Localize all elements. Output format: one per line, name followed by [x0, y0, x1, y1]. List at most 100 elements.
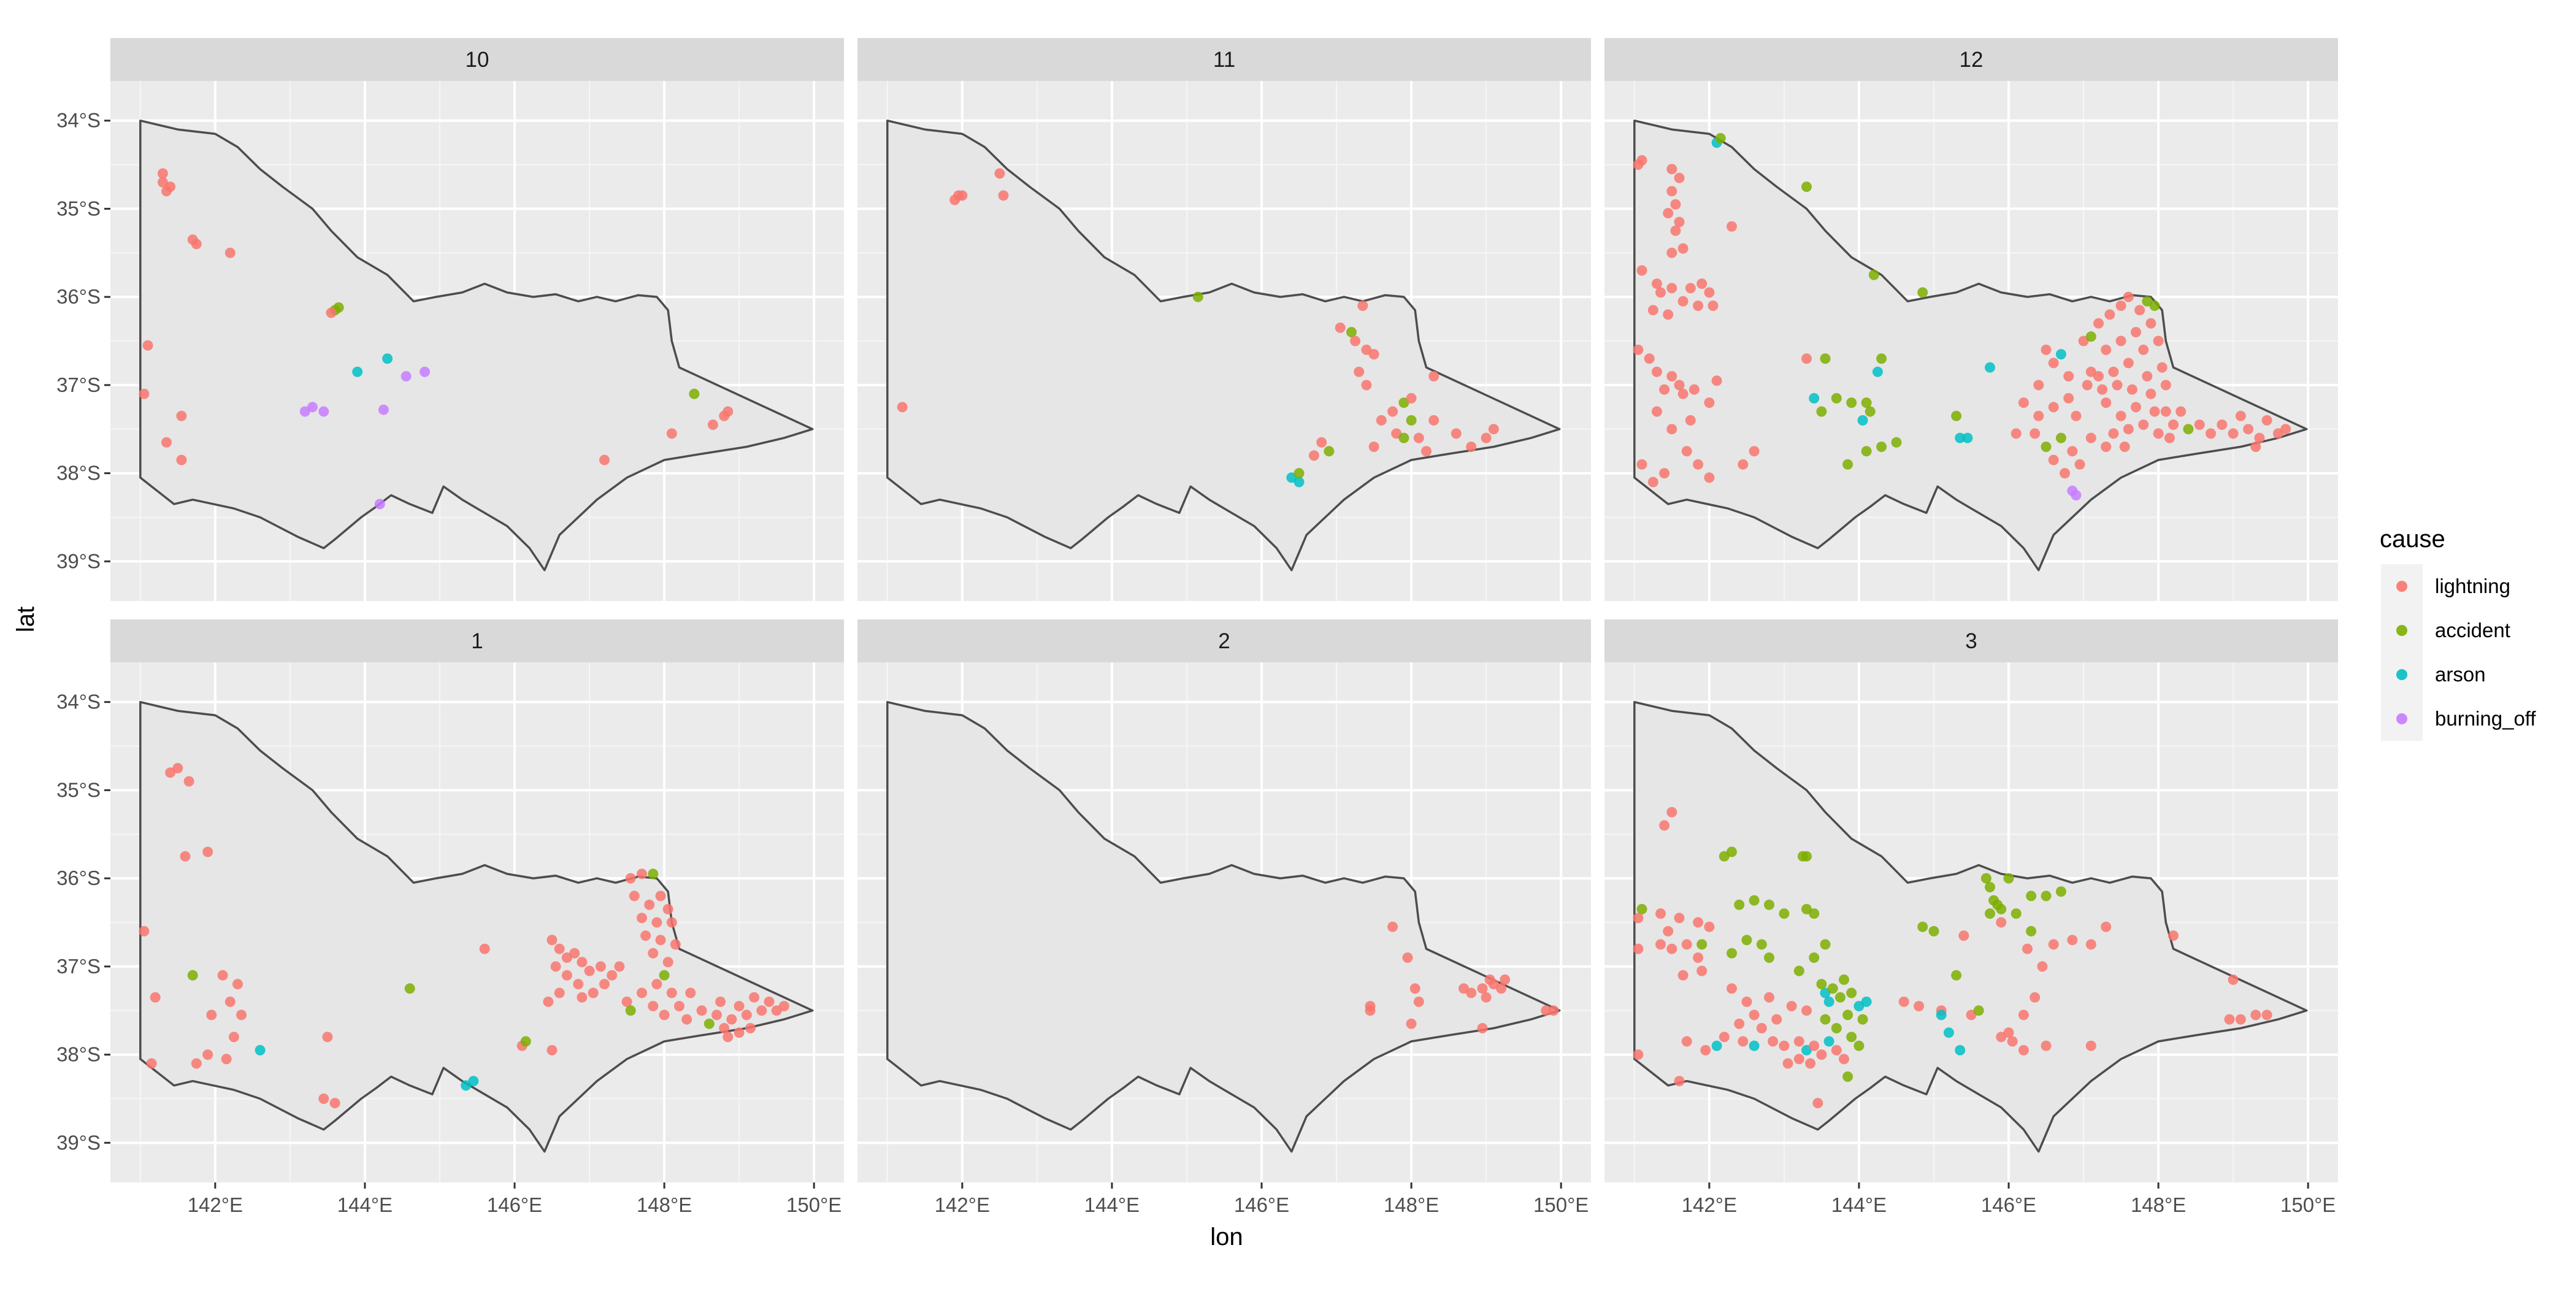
data-point-lightning — [172, 763, 183, 773]
data-point-accident — [1398, 432, 1409, 443]
data-point-lightning — [1666, 806, 1677, 818]
data-point-lightning — [1782, 1058, 1793, 1069]
data-point-lightning — [1674, 172, 1685, 183]
data-point-lightning — [1357, 301, 1368, 311]
legend-label: lightning — [2435, 575, 2510, 597]
data-point-lightning — [1741, 996, 1752, 1007]
data-point-lightning — [778, 1001, 789, 1011]
data-point-lightning — [1413, 996, 1424, 1007]
data-point-lightning — [2153, 335, 2164, 347]
data-point-lightning — [2063, 371, 2074, 381]
data-point-lightning — [1428, 371, 1439, 381]
facet-strip — [110, 38, 844, 81]
data-point-lightning — [2206, 428, 2216, 439]
data-point-accident — [1827, 983, 1838, 994]
data-point-lightning — [719, 1023, 730, 1033]
data-point-lightning — [1914, 1001, 1925, 1011]
data-point-lightning — [2131, 402, 2141, 413]
data-point-lightning — [651, 979, 662, 990]
data-point-accident — [2183, 424, 2194, 435]
data-point-lightning — [666, 428, 677, 439]
data-point-accident — [625, 1005, 636, 1016]
data-point-lightning — [2156, 362, 2168, 373]
data-point-lightning — [2007, 1036, 2018, 1047]
data-point-accident — [1842, 1009, 1853, 1021]
data-point-lightning — [651, 917, 662, 928]
data-point-accident — [1846, 397, 1857, 408]
data-point-lightning — [206, 1009, 217, 1021]
data-point-lightning — [1655, 287, 1666, 298]
y-tick-label: 35°S — [56, 197, 101, 220]
data-point-lightning — [2011, 428, 2022, 439]
data-point-accident — [1734, 899, 1745, 910]
x-tick-label: 148°E — [1384, 1193, 1439, 1216]
data-point-accident — [1985, 908, 1995, 919]
data-point-lightning — [681, 1014, 692, 1025]
data-point-arson — [468, 1076, 479, 1087]
data-point-lightning — [2115, 335, 2126, 347]
data-point-lightning — [1689, 384, 1700, 395]
data-point-lightning — [2115, 410, 2126, 421]
data-point-lightning — [1409, 983, 1420, 994]
data-point-accident — [659, 970, 670, 981]
data-point-lightning — [1368, 349, 1379, 360]
data-point-lightning — [2101, 921, 2112, 932]
data-point-lightning — [1693, 459, 1704, 470]
data-point-lightning — [2250, 1009, 2261, 1021]
data-point-lightning — [2160, 406, 2171, 417]
data-point-burning_off — [378, 404, 389, 415]
victoria-outline — [886, 119, 1561, 572]
data-point-arson — [1861, 996, 1872, 1007]
data-point-arson — [1711, 1040, 1722, 1051]
y-tick-label: 38°S — [56, 462, 101, 485]
x-axis-title: lon — [1210, 1224, 1243, 1251]
data-point-lightning — [322, 1032, 333, 1043]
y-tick-label: 37°S — [56, 374, 101, 396]
data-point-accident — [2149, 301, 2160, 311]
x-tick-label: 142°E — [935, 1193, 990, 1216]
x-tick-label: 144°E — [1831, 1193, 1887, 1216]
legend-swatch-accident — [2396, 625, 2407, 636]
data-point-arson — [1857, 415, 1868, 426]
data-point-lightning — [1316, 437, 1327, 448]
data-point-lightning — [569, 948, 580, 959]
data-point-accident — [2011, 908, 2022, 919]
data-point-lightning — [1670, 199, 1681, 210]
data-point-lightning — [595, 961, 606, 972]
data-point-lightning — [745, 1023, 756, 1033]
data-point-accident — [1820, 939, 1831, 950]
data-point-lightning — [176, 410, 187, 421]
data-point-accident — [1868, 269, 1879, 280]
data-point-lightning — [2018, 1044, 2029, 1055]
data-point-lightning — [2085, 366, 2096, 377]
data-point-lightning — [1666, 247, 1677, 258]
data-point-lightning — [1674, 216, 1685, 228]
data-point-lightning — [2018, 1009, 2029, 1021]
data-point-lightning — [1402, 952, 1413, 963]
data-point-lightning — [224, 247, 236, 258]
legend-label: accident — [2435, 619, 2510, 642]
data-point-lightning — [655, 935, 666, 946]
data-point-lightning — [1335, 322, 1346, 333]
data-point-burning_off — [318, 406, 329, 417]
data-point-accident — [1816, 406, 1827, 417]
data-point-lightning — [2067, 935, 2078, 946]
data-point-lightning — [662, 957, 673, 968]
data-point-accident — [1951, 970, 1962, 981]
data-point-accident — [1928, 925, 1939, 937]
data-point-lightning — [2228, 428, 2239, 439]
data-point-lightning — [2115, 301, 2126, 311]
data-point-arson — [1955, 432, 1966, 443]
y-tick-label: 34°S — [56, 691, 101, 713]
data-point-accident — [1846, 987, 1857, 998]
data-point-lightning — [2067, 446, 2078, 457]
y-tick-label: 34°S — [56, 109, 101, 132]
data-point-lightning — [1727, 983, 1737, 994]
data-point-accident — [1951, 410, 1962, 421]
data-point-lightning — [1655, 939, 1666, 950]
data-point-lightning — [2164, 432, 2175, 443]
data-point-lightning — [2131, 327, 2141, 338]
data-point-lightning — [637, 868, 647, 879]
data-point-lightning — [221, 1054, 232, 1065]
data-point-lightning — [161, 437, 172, 448]
